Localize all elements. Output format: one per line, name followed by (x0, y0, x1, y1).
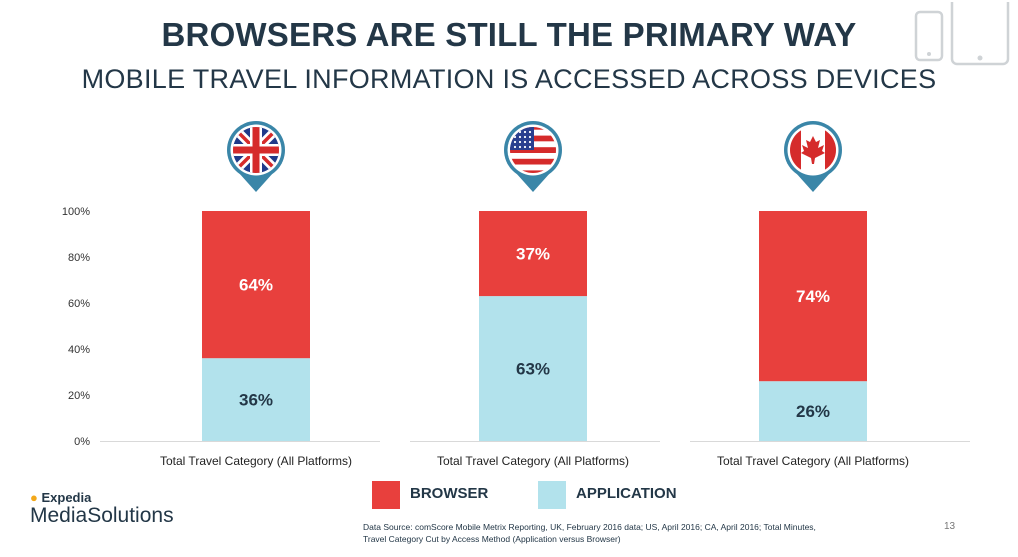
legend-application-swatch (538, 481, 566, 509)
bar-application (759, 381, 867, 441)
bar-browser (479, 211, 587, 297)
logo-line2: MediaSolutions (30, 504, 174, 527)
stacked-bar-chart: 0% 20% 40% 60% 80% 100% Total Travel Category … (62, 121, 970, 468)
phone-tablet-icon (914, 2, 1010, 66)
expedia-media-solutions-logo: ● Expedia MediaSolutions (30, 490, 174, 527)
legend-application-label: APPLICATION (576, 485, 677, 502)
y-tick-label: 60% (68, 298, 90, 310)
y-tick-label: 100% (62, 206, 90, 218)
bar-browser (202, 211, 310, 359)
legend-browser-swatch (372, 481, 400, 509)
page-title: BROWSERS ARE STILL THE PRIMARY WAY (161, 16, 857, 53)
bar-browser (759, 211, 867, 382)
data-label-browser: 37% (516, 245, 550, 264)
y-tick-label: 80% (68, 252, 90, 264)
page-number: 13 (944, 521, 956, 532)
x-category-label: Total Travel Category (All Platforms) (160, 454, 352, 468)
x-category-label: Total Travel Category (All Platforms) (717, 454, 909, 468)
legend-browser-label: BROWSER (410, 485, 489, 502)
data-label-application: 26% (796, 402, 830, 421)
canada-flag-icon (784, 121, 842, 192)
y-tick-label: 20% (68, 390, 90, 402)
data-label-application: 36% (239, 391, 273, 410)
x-category-label: Total Travel Category (All Platforms) (437, 454, 629, 468)
us-flag-icon (504, 121, 562, 192)
bar-application (479, 296, 587, 441)
y-tick-label: 0% (74, 436, 90, 448)
bar-application (202, 358, 310, 441)
plane-icon: ● (30, 490, 38, 505)
page-subtitle: MOBILE TRAVEL INFORMATION IS ACCESSED AC… (81, 64, 937, 94)
data-source-note: Data Source: comScore Mobile Metrix Repo… (363, 522, 816, 544)
logo-line1: Expedia (41, 490, 92, 505)
data-label-browser: 64% (239, 276, 273, 295)
data-label-application: 63% (516, 360, 550, 379)
data-label-browser: 74% (796, 287, 830, 306)
uk-flag-icon (227, 121, 285, 192)
y-tick-label: 40% (68, 344, 90, 356)
